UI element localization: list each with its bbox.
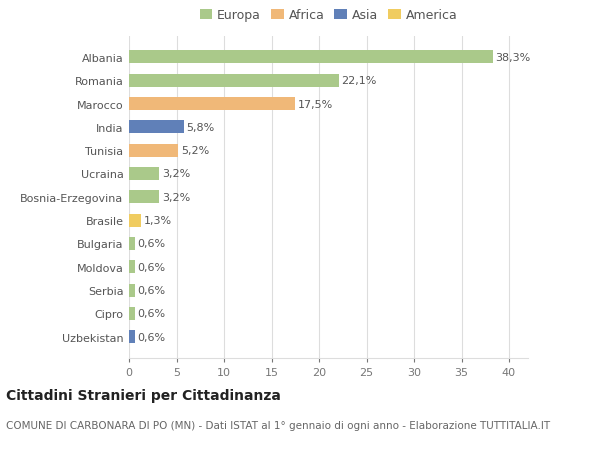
Text: 38,3%: 38,3%: [495, 53, 530, 63]
Bar: [129, 98, 295, 111]
Text: 22,1%: 22,1%: [341, 76, 377, 86]
Bar: [129, 261, 134, 274]
Bar: [129, 237, 134, 250]
Text: 3,2%: 3,2%: [162, 192, 190, 202]
Bar: [129, 168, 160, 180]
Text: 5,2%: 5,2%: [181, 146, 209, 156]
Text: 0,6%: 0,6%: [137, 239, 165, 249]
Bar: [129, 145, 178, 157]
Bar: [129, 51, 493, 64]
Bar: [129, 330, 134, 343]
Text: 5,8%: 5,8%: [187, 123, 215, 133]
Bar: [129, 214, 142, 227]
Bar: [129, 191, 160, 204]
Bar: [129, 308, 134, 320]
Text: 1,3%: 1,3%: [144, 216, 172, 226]
Text: 3,2%: 3,2%: [162, 169, 190, 179]
Bar: [129, 75, 339, 87]
Text: 17,5%: 17,5%: [298, 99, 333, 109]
Text: COMUNE DI CARBONARA DI PO (MN) - Dati ISTAT al 1° gennaio di ogni anno - Elabora: COMUNE DI CARBONARA DI PO (MN) - Dati IS…: [6, 420, 550, 430]
Bar: [129, 284, 134, 297]
Legend: Europa, Africa, Asia, America: Europa, Africa, Asia, America: [194, 4, 463, 27]
Text: 0,6%: 0,6%: [137, 262, 165, 272]
Bar: [129, 121, 184, 134]
Text: 0,6%: 0,6%: [137, 309, 165, 319]
Text: Cittadini Stranieri per Cittadinanza: Cittadini Stranieri per Cittadinanza: [6, 388, 281, 402]
Text: 0,6%: 0,6%: [137, 285, 165, 296]
Text: 0,6%: 0,6%: [137, 332, 165, 342]
